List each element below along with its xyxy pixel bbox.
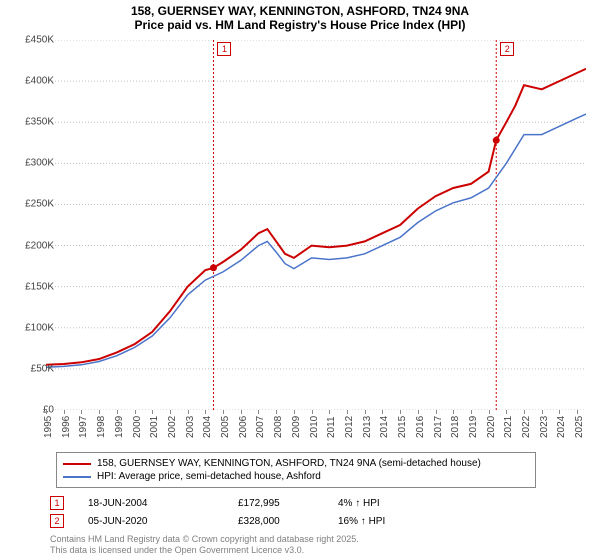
x-tick-label: 1995 <box>43 416 54 438</box>
x-tick-label: 1998 <box>96 416 107 438</box>
y-tick-label: £150K <box>25 281 54 292</box>
x-tick-label: 2012 <box>344 416 355 438</box>
x-tick-label: 2009 <box>291 416 302 438</box>
x-tick-label: 2003 <box>185 416 196 438</box>
transaction-pct-1: 4% ↑ HPI <box>338 498 458 509</box>
transaction-price-2: £328,000 <box>238 516 338 527</box>
x-tick-label: 2020 <box>486 416 497 438</box>
x-tick-label: 2017 <box>433 416 444 438</box>
x-tick-label: 2022 <box>521 416 532 438</box>
legend-swatch-property <box>63 463 91 465</box>
chart-plot-area <box>46 40 586 410</box>
chart-title: 158, GUERNSEY WAY, KENNINGTON, ASHFORD, … <box>0 0 600 32</box>
x-tick-label: 1999 <box>114 416 125 438</box>
x-tick-label: 2002 <box>167 416 178 438</box>
transactions-table: 1 18-JUN-2004 £172,995 4% ↑ HPI 2 05-JUN… <box>50 494 458 530</box>
y-tick-label: £250K <box>25 199 54 210</box>
x-tick-label: 2005 <box>220 416 231 438</box>
x-tick-label: 2011 <box>326 416 337 438</box>
y-tick-label: £50K <box>31 363 54 374</box>
y-tick-label: £400K <box>25 76 54 87</box>
x-tick-label: 2001 <box>149 416 160 438</box>
legend-label-hpi: HPI: Average price, semi-detached house,… <box>97 471 321 482</box>
legend: 158, GUERNSEY WAY, KENNINGTON, ASHFORD, … <box>56 452 536 488</box>
transaction-row-1: 1 18-JUN-2004 £172,995 4% ↑ HPI <box>50 494 458 512</box>
transaction-marker-2: 2 <box>50 514 64 528</box>
x-tick-label: 2019 <box>468 416 479 438</box>
transaction-price-1: £172,995 <box>238 498 338 509</box>
y-tick-label: £450K <box>25 35 54 46</box>
legend-item-hpi: HPI: Average price, semi-detached house,… <box>63 470 529 483</box>
x-tick-label: 2025 <box>574 416 585 438</box>
x-tick-label: 2007 <box>255 416 266 438</box>
x-tick-label: 2023 <box>539 416 550 438</box>
x-tick-label: 2014 <box>379 416 390 438</box>
legend-swatch-hpi <box>63 476 91 478</box>
y-tick-label: £100K <box>25 322 54 333</box>
x-axis-labels: 1995 1996 1997 1998 1999 2000 2001 2002 2003 2004… <box>46 410 586 450</box>
transaction-row-2: 2 05-JUN-2020 £328,000 16% ↑ HPI <box>50 512 458 530</box>
x-tick-label: 2004 <box>202 416 213 438</box>
chart-marker-2: 2 <box>500 42 514 56</box>
x-tick-label: 2000 <box>132 416 143 438</box>
x-tick-label: 2015 <box>397 416 408 438</box>
chart-marker-1: 1 <box>217 42 231 56</box>
x-tick-label: 2021 <box>503 416 514 438</box>
x-tick-label: 2018 <box>450 416 461 438</box>
x-tick-label: 2024 <box>556 416 567 438</box>
attribution: Contains HM Land Registry data © Crown c… <box>50 534 359 556</box>
legend-item-property: 158, GUERNSEY WAY, KENNINGTON, ASHFORD, … <box>63 457 529 470</box>
x-tick-label: 2008 <box>273 416 284 438</box>
y-tick-label: £300K <box>25 158 54 169</box>
y-tick-label: £200K <box>25 240 54 251</box>
transaction-date-2: 05-JUN-2020 <box>88 516 238 527</box>
transaction-date-1: 18-JUN-2004 <box>88 498 238 509</box>
x-tick-label: 2016 <box>415 416 426 438</box>
y-tick-label: £350K <box>25 117 54 128</box>
title-line-2: Price paid vs. HM Land Registry's House … <box>0 18 600 32</box>
chart-svg <box>46 40 586 410</box>
transaction-pct-2: 16% ↑ HPI <box>338 516 458 527</box>
legend-label-property: 158, GUERNSEY WAY, KENNINGTON, ASHFORD, … <box>97 458 481 469</box>
x-tick-label: 2006 <box>238 416 249 438</box>
x-tick-label: 1997 <box>78 416 89 438</box>
title-line-1: 158, GUERNSEY WAY, KENNINGTON, ASHFORD, … <box>0 4 600 18</box>
x-tick-label: 1996 <box>61 416 72 438</box>
attribution-line-2: This data is licensed under the Open Gov… <box>50 545 359 556</box>
transaction-marker-1: 1 <box>50 496 64 510</box>
x-tick-label: 2010 <box>309 416 320 438</box>
x-tick-label: 2013 <box>362 416 373 438</box>
attribution-line-1: Contains HM Land Registry data © Crown c… <box>50 534 359 545</box>
